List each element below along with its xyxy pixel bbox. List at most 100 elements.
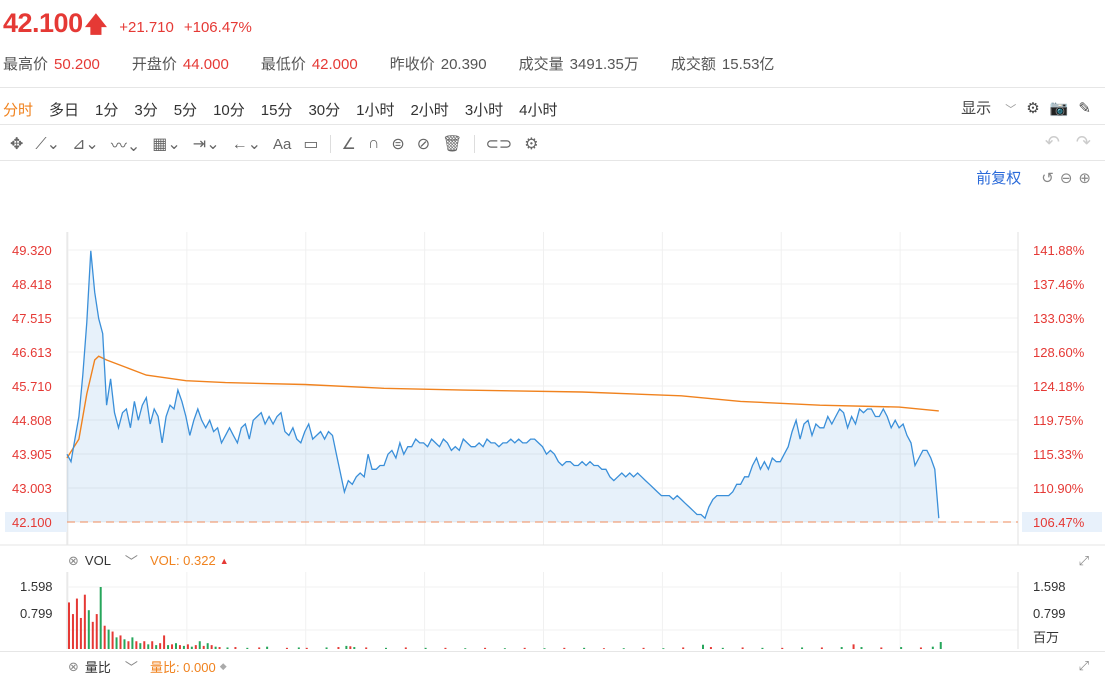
volume-bar [305,647,308,649]
volume-bar [337,647,340,649]
volume-bar [852,644,855,649]
reset-icon[interactable]: ↺ [1041,169,1054,187]
link-icon[interactable]: ⊂⊃ [485,136,513,153]
undo-icon[interactable]: ↶ [1044,132,1060,152]
volume-bar [135,641,138,649]
volume-bars [68,587,942,650]
pencil-icon[interactable]: ✎ [1078,99,1091,117]
tab-period[interactable]: 3分 [134,102,158,119]
close-icon[interactable]: ⊗ [68,658,79,674]
volume-bar [404,647,407,649]
trash-icon[interactable]: 🗑 [442,136,463,153]
lock-icon[interactable]: ⊜ [391,136,405,153]
hide-icon[interactable]: ⊘ [416,136,431,153]
toolbar-separator [474,135,476,153]
tab-period[interactable]: 1分 [95,102,119,119]
volume-bar [721,647,724,649]
measure-icon[interactable]: ⇥⌄ [192,136,220,153]
zoom-in-icon[interactable]: ⊕ [1078,169,1091,187]
tab-period[interactable]: 分时 [3,102,34,119]
angle-icon[interactable]: ∠ [341,136,356,153]
volume-bar [198,641,201,649]
volume-bar [79,617,82,649]
tab-period[interactable]: 15分 [260,102,293,119]
display-menu[interactable]: 显示 ﹀ [951,97,1016,118]
volume-bar [781,647,784,649]
volume-bar [622,648,625,650]
volume-bar [194,645,197,649]
volume-bar [99,587,102,649]
y-right-tick-label: 137.46% [1033,277,1085,292]
wave-icon[interactable]: 〰⌄ [110,138,141,155]
comment-icon[interactable]: ▭ [303,136,319,153]
volume-bar [345,645,348,649]
volume-y-labels: 1.598 1.598 0.799 0.799 百万 [20,579,1066,645]
y-right-tick-label: 141.88% [1033,243,1085,258]
tab-period[interactable]: 3小时 [464,102,504,119]
expand-icon[interactable]: ⤢ [1078,553,1089,568]
trendline-icon[interactable]: ⟋⌄ [35,136,61,153]
y-tick-label: 48.418 [12,277,52,292]
settings-icon[interactable]: ⚙ [1026,99,1040,117]
volume-bar [210,645,213,649]
volume-bar [155,645,158,649]
ratio-name[interactable]: 量比 [84,660,111,675]
arrow-up-icon: 🡅 [84,12,108,37]
arrow-left-icon[interactable]: ←⌄ [231,136,261,153]
volume-bar [123,639,126,649]
vol-name[interactable]: VOL [84,553,111,568]
text-icon[interactable]: Aa [273,135,292,153]
tab-period[interactable]: 多日 [49,102,80,119]
stat-label: 最高价 [3,56,49,73]
drawing-toolbar: ✥ ⟋⌄ ⊿⌄ 〰⌄ ▦⌄ ⇥⌄ ←⌄ Aa ▭ ∠ ∩ ⊜ ⊘ 🗑 ⊂⊃ ⚙ [10,132,551,156]
divider [0,87,1105,88]
y-right-tick-label: 124.18% [1033,379,1085,394]
price-line [66,250,940,520]
volume-chart[interactable]: 1.598 1.598 0.799 0.799 百万 [0,572,1105,652]
adjust-row: 前复权 ↺ ⊖ ⊕ [976,167,1091,188]
chart-grid [0,232,1105,546]
volume-bar [115,637,118,649]
stat-value: 15.53亿 [721,56,775,73]
stat-value: 20.390 [440,56,487,73]
toolbar-separator [330,135,332,153]
volume-bar [226,647,229,649]
chevron-down-icon[interactable]: ﹀ [124,554,138,569]
expand-icon[interactable]: ⤢ [1078,658,1089,673]
stat-label: 最低价 [260,56,306,73]
fib-icon[interactable]: ▦⌄ [152,136,181,153]
close-icon[interactable]: ⊗ [68,552,79,568]
volume-bar [801,647,804,649]
tab-period[interactable]: 1小时 [356,102,395,119]
y-tick-label: 46.613 [12,345,52,360]
tab-period[interactable]: 4小时 [519,102,558,119]
undo-redo: ↶ ↷ [1029,132,1091,153]
y-tick-label: 44.808 [12,413,52,428]
adjust-button[interactable]: 前复权 [976,170,1022,187]
tab-period[interactable]: 5分 [173,102,198,119]
y-axis-labels: 49.320 48.418 47.515 46.613 45.710 44.808 43.9… [5,243,67,532]
redo-icon[interactable]: ↷ [1075,132,1091,152]
stat-item: 成交额 15.53亿 [671,53,775,74]
tab-period[interactable]: 30分 [308,102,341,119]
volume-grid [66,572,1019,649]
chevron-down-icon[interactable]: ﹀ [124,660,138,675]
magnet-icon[interactable]: ∩ [367,135,380,152]
volume-bar [214,646,217,649]
tab-period[interactable]: 10分 [213,102,245,119]
volume-bar [820,647,823,649]
channel-icon[interactable]: ⊿⌄ [72,136,99,153]
zoom-out-icon[interactable]: ⊖ [1059,169,1073,187]
move-icon[interactable]: ✥ [10,136,24,153]
volume-bar [147,644,150,649]
y-axis-percent-labels: 141.88% 137.46% 133.03% 128.60% 124.18% 119.7… [1022,243,1102,532]
volume-bar [131,637,134,649]
camera-icon[interactable]: 📷 [1049,99,1069,117]
toolbar-settings-icon[interactable]: ⚙ [524,136,539,153]
volume-bar [919,647,922,649]
volume-bar [353,647,356,649]
y-tick-label: 49.320 [12,243,52,258]
last-price: 42.100 [3,8,83,38]
tab-period[interactable]: 2小时 [410,102,449,119]
y-right-tick-label: 106.47% [1033,515,1085,530]
